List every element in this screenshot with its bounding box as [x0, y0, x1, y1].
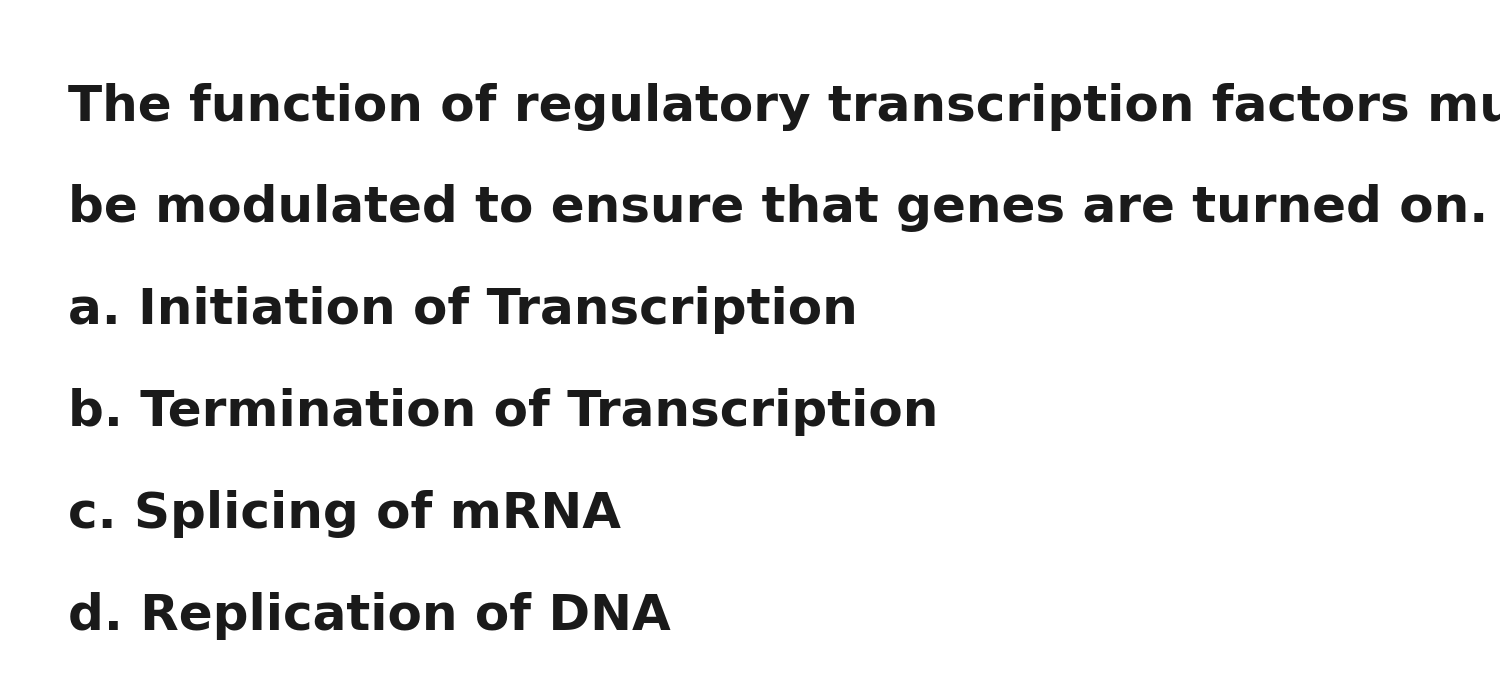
Text: d. Replication of DNA: d. Replication of DNA — [68, 592, 670, 640]
Text: a. Initiation of Transcription: a. Initiation of Transcription — [68, 286, 858, 334]
Text: b. Termination of Transcription: b. Termination of Transcription — [68, 388, 937, 436]
Text: The function of regulatory transcription factors must: The function of regulatory transcription… — [68, 83, 1500, 131]
Text: c. Splicing of mRNA: c. Splicing of mRNA — [68, 490, 621, 538]
Text: be modulated to ensure that genes are turned on.: be modulated to ensure that genes are tu… — [68, 184, 1488, 233]
